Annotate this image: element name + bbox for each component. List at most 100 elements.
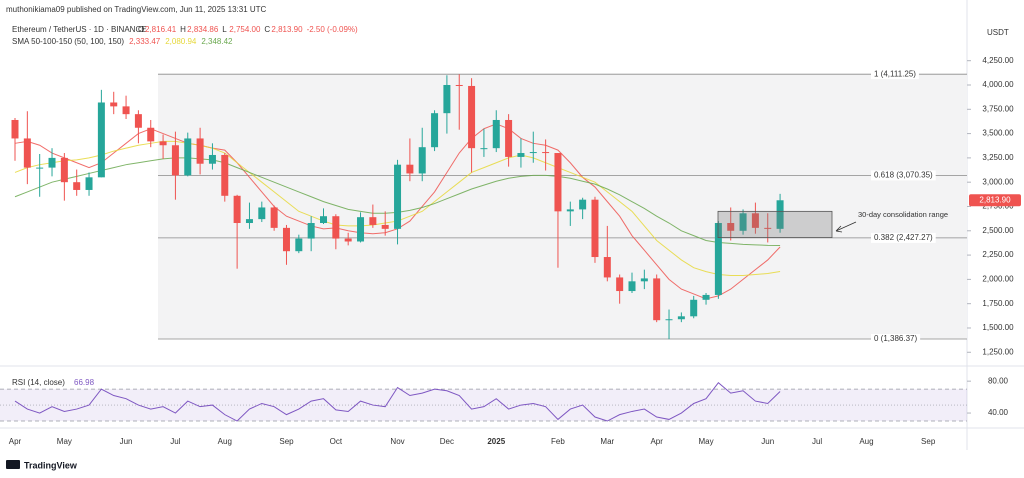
- brand-logo: [6, 460, 20, 469]
- y-tick-label: 2,000.00: [982, 274, 1014, 283]
- candle-body: [60, 157, 68, 183]
- sma-value: 2,333.47: [129, 37, 161, 46]
- candle-body: [208, 154, 216, 164]
- candle-body: [357, 217, 365, 242]
- x-tick-label: May: [57, 437, 72, 446]
- brand: TradingView: [24, 460, 78, 470]
- candle-body: [295, 238, 303, 252]
- candle-body: [221, 154, 229, 196]
- rsi-tick-label: 80.00: [988, 376, 1009, 385]
- ohlc-value: 2,834.86: [187, 25, 219, 34]
- rsi-label: RSI (14, close): [12, 378, 65, 387]
- ohlc-value: 2,754.00: [229, 25, 261, 34]
- sma-value: 2,080.94: [165, 37, 197, 46]
- candle-body: [603, 257, 611, 278]
- candle-body: [566, 209, 574, 212]
- symbol: Ethereum / TetherUS · 1D · BINANCE: [12, 25, 147, 34]
- y-tick-label: 4,250.00: [982, 56, 1014, 65]
- candle-body: [85, 177, 93, 190]
- published: muthonikiama09 published on TradingView.…: [6, 5, 267, 14]
- candle-body: [579, 199, 587, 210]
- fib-label-bg: [871, 69, 919, 80]
- candle-body: [628, 281, 636, 292]
- candle-body: [751, 213, 759, 228]
- candle-body: [184, 138, 192, 176]
- rsi-line: [14, 382, 781, 422]
- consolidation-box: [717, 210, 833, 238]
- fib-label: 0 (1,386.37): [874, 334, 917, 343]
- x-tick-label: May: [698, 437, 713, 446]
- ohlc-value: 2,816.41: [145, 25, 177, 34]
- candle-body: [307, 223, 315, 239]
- candle-body: [776, 200, 784, 229]
- annotation-arrow: [835, 221, 857, 233]
- candle-body: [258, 207, 266, 220]
- x-tick-label: Jul: [812, 437, 822, 446]
- x-tick-label: Aug: [859, 437, 873, 446]
- rsi-tick-label: 40.00: [988, 408, 1009, 417]
- x-tick-label: 2025: [487, 437, 505, 446]
- candle-body: [714, 223, 722, 295]
- y-tick-label: 1,250.00: [982, 347, 1014, 356]
- candle-body: [332, 216, 340, 239]
- fib-label-bg: [871, 334, 921, 345]
- price-badge: [969, 194, 1021, 207]
- candle-body: [455, 84, 463, 86]
- x-tick-label: Feb: [551, 437, 565, 446]
- fib-label-bg: [871, 232, 936, 243]
- ohlc-value: 2,813.90: [271, 25, 303, 34]
- annotation: 30-day consolidation range: [858, 210, 948, 219]
- ohlc-key: O: [138, 25, 144, 34]
- candle-body: [97, 102, 105, 178]
- candle-body: [665, 319, 673, 321]
- candle-body: [640, 278, 648, 282]
- change: -2.50 (-0.09%): [307, 25, 358, 34]
- candle-body: [369, 217, 377, 225]
- fib-label: 0.382 (2,427.27): [874, 233, 933, 242]
- y-tick-label: 3,750.00: [982, 104, 1014, 113]
- candle-body: [542, 152, 550, 154]
- candle-body: [418, 147, 426, 174]
- candle-body: [245, 219, 253, 224]
- candle-body: [616, 277, 624, 292]
- x-tick-label: Nov: [390, 437, 404, 446]
- fib-area: [158, 74, 967, 340]
- candle-body: [431, 113, 439, 148]
- candle-body: [727, 223, 735, 231]
- candle-body: [394, 164, 402, 229]
- y-tick-label: 2,250.00: [982, 250, 1014, 259]
- candle-body: [233, 195, 241, 224]
- candle-body: [468, 85, 476, 149]
- candle-body: [505, 119, 513, 157]
- candle-body: [443, 84, 451, 114]
- candle-body: [48, 157, 56, 168]
- y-tick-label: 3,500.00: [982, 129, 1014, 138]
- candle-body: [480, 148, 488, 150]
- candle-body: [529, 152, 537, 154]
- candle-body: [134, 114, 142, 128]
- fib-label-bg: [871, 170, 936, 181]
- x-tick-label: Oct: [330, 437, 343, 446]
- sma-label: SMA 50-100-150 (50, 100, 150): [12, 37, 124, 46]
- x-tick-label: Jun: [761, 437, 774, 446]
- ohlc-key: C: [264, 25, 270, 34]
- x-tick-label: Jun: [120, 437, 133, 446]
- candle-body: [344, 238, 352, 242]
- sma-value: 2,348.42: [201, 37, 233, 46]
- candle-body: [517, 153, 525, 157]
- candle-body: [739, 213, 747, 231]
- y-tick-label: 3,250.00: [982, 153, 1014, 162]
- candle-body: [11, 119, 19, 139]
- candle-body: [196, 138, 204, 164]
- candle-body: [36, 167, 44, 169]
- x-tick-label: Sep: [279, 437, 294, 446]
- candle-body: [591, 199, 599, 258]
- candle-body: [159, 141, 167, 146]
- y-tick-label: 4,000.00: [982, 80, 1014, 89]
- candle-body: [554, 153, 562, 212]
- candle-body: [110, 102, 118, 107]
- candle-body: [122, 106, 130, 115]
- price-badge-label: 2,813.90: [979, 195, 1011, 204]
- y-tick-label: 2,500.00: [982, 226, 1014, 235]
- candle-body: [690, 299, 698, 317]
